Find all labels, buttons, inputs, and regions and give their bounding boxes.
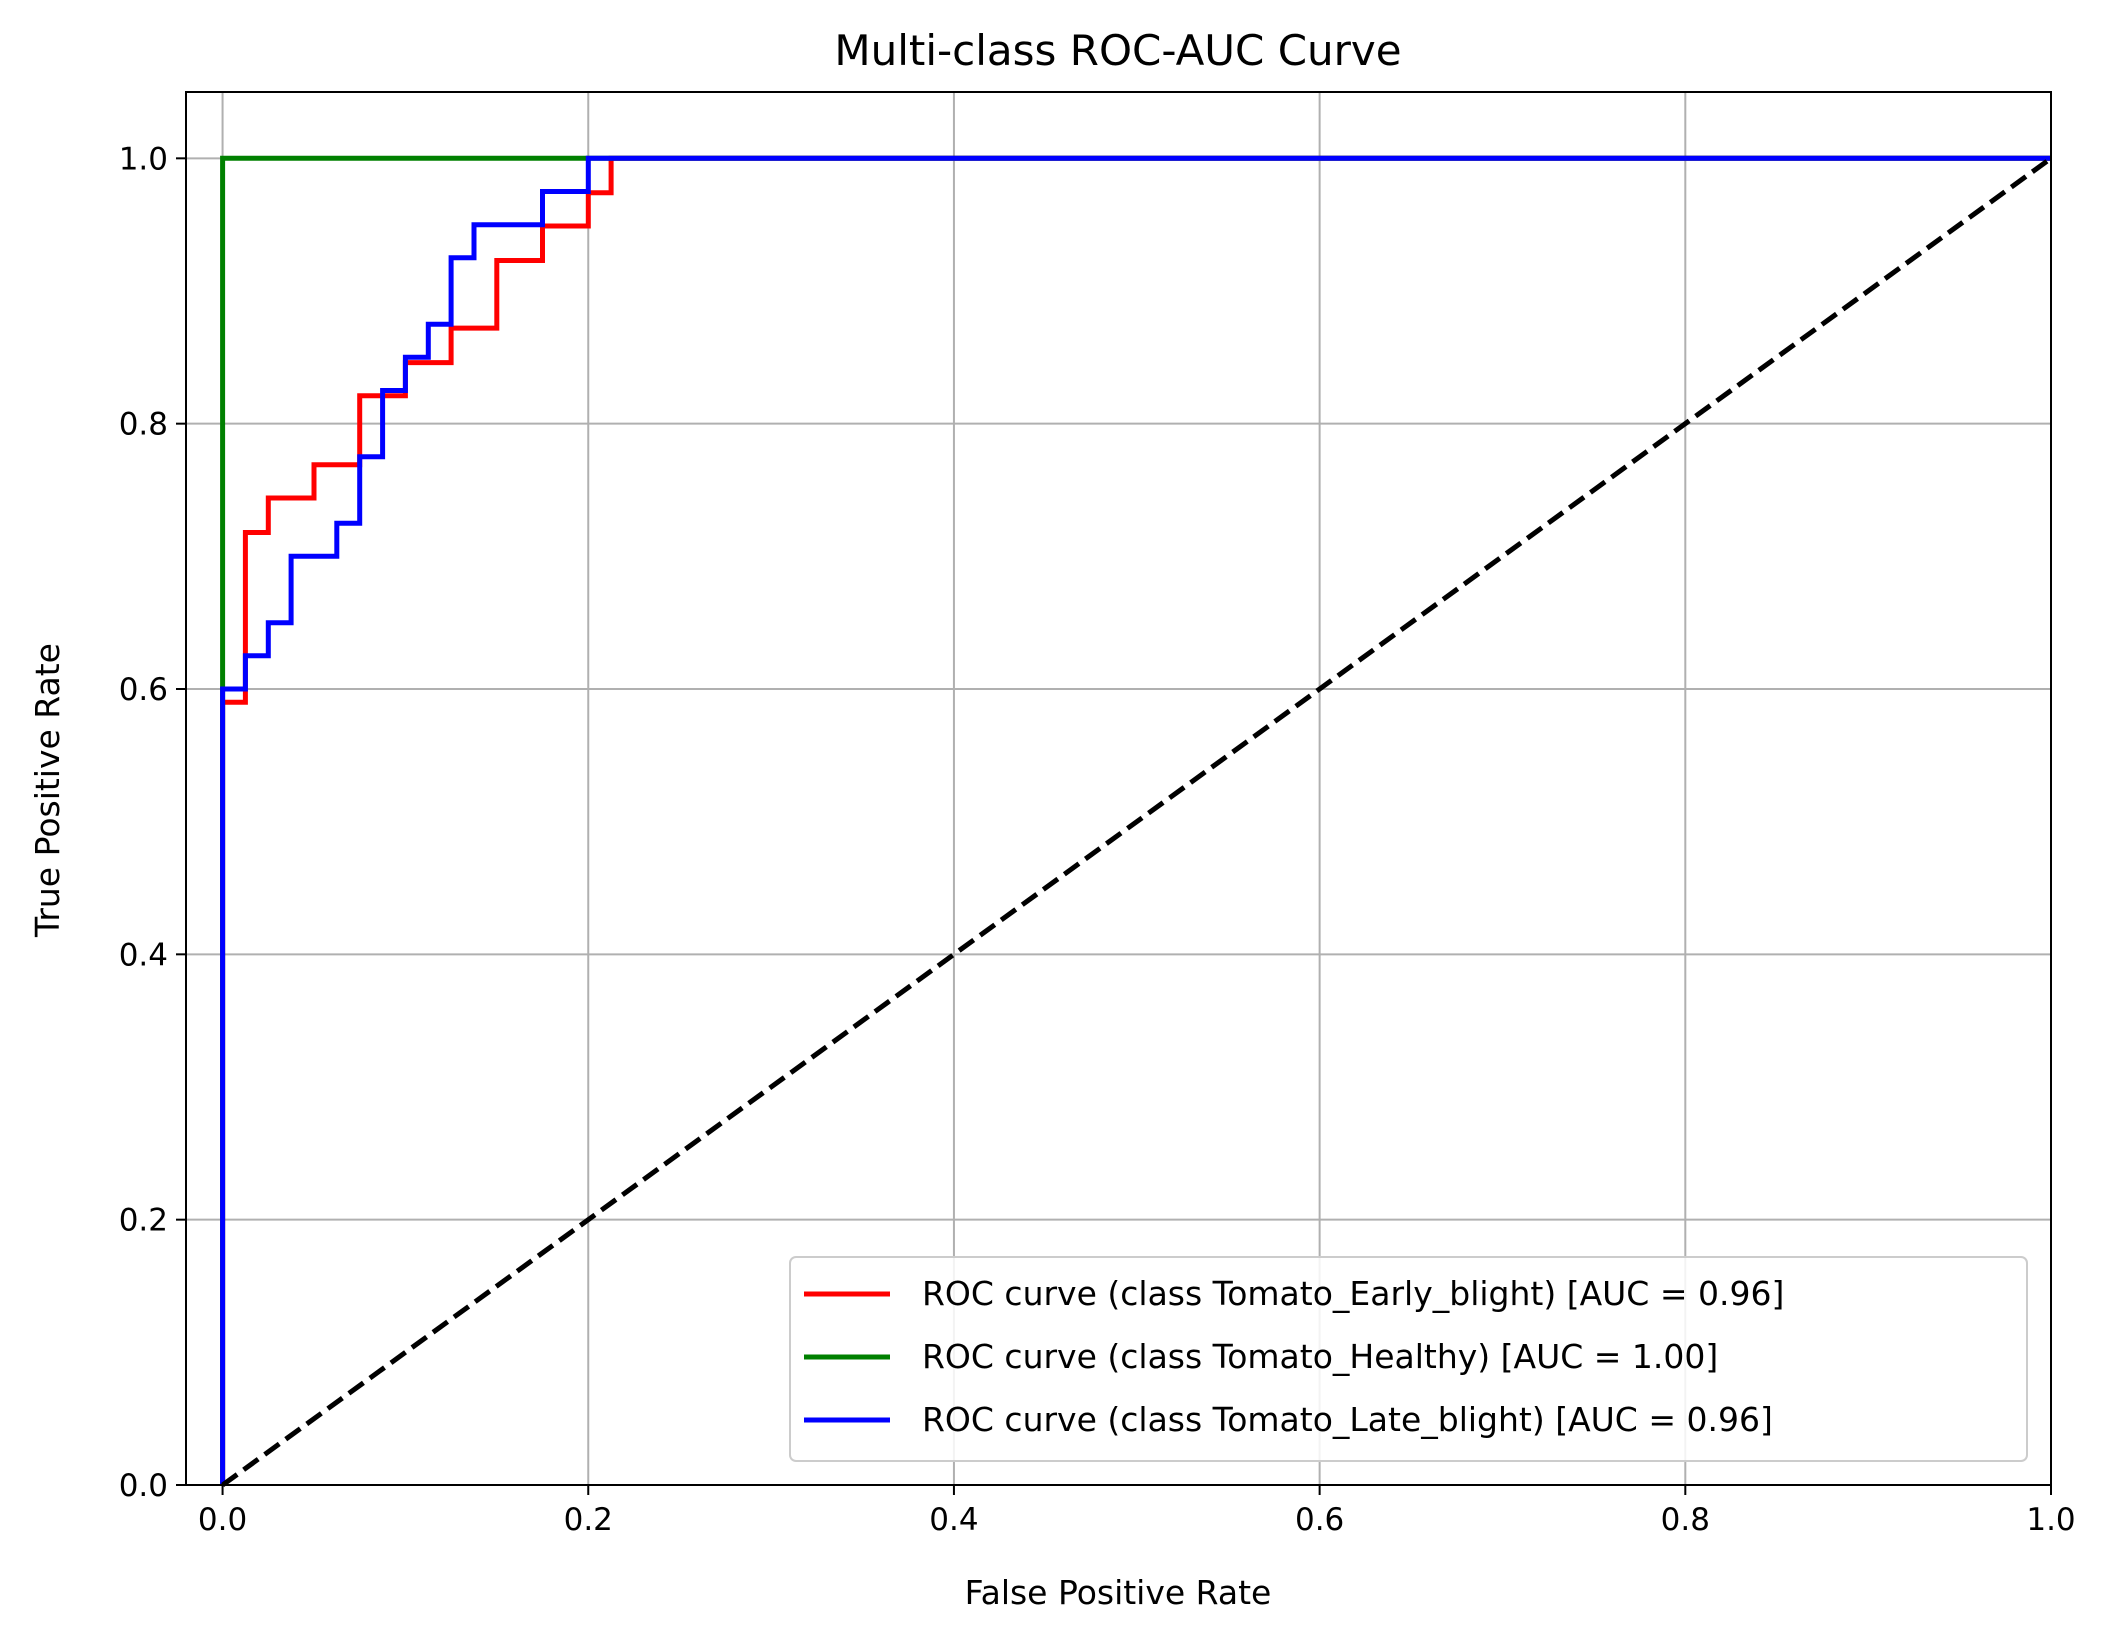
- x-tick-label: 0.8: [1661, 1502, 1710, 1538]
- x-axis-label: False Positive Rate: [965, 1573, 1272, 1612]
- y-tick-label: 0.2: [119, 1203, 168, 1239]
- y-tick-label: 0.6: [119, 672, 168, 708]
- series-line-3: [220, 155, 2051, 1485]
- legend-entry: ROC curve (class Tomato_Early_blight) [A…: [922, 1274, 1784, 1313]
- x-tick-label: 0.2: [564, 1502, 613, 1538]
- diagonal-reference-line: [221, 156, 2053, 1488]
- series-layer: [220, 155, 2053, 1488]
- legend: ROC curve (class Tomato_Early_blight) [A…: [789, 1256, 2028, 1462]
- y-tick-label: 1.0: [119, 141, 168, 177]
- x-tick-label: 0.4: [929, 1502, 978, 1538]
- legend-entry: ROC curve (class Tomato_Late_blight) [AU…: [922, 1400, 1773, 1439]
- plot-frame: [185, 91, 2052, 1486]
- legend-entry: ROC curve (class Tomato_Healthy) [AUC = …: [922, 1337, 1718, 1376]
- y-axis-label: True Positive Rate: [28, 643, 67, 938]
- y-tick-label: 0.4: [119, 937, 168, 973]
- x-tick-label: 0.6: [1295, 1502, 1344, 1538]
- y-tick-label: 0.0: [119, 1468, 168, 1504]
- x-tick-label: 1.0: [2026, 1502, 2075, 1538]
- x-tick-label: 0.0: [198, 1502, 247, 1538]
- y-tick-label: 0.8: [119, 407, 168, 443]
- ticks: 0.0 0.2 0.4 0.6 0.8 1.0 0.0 0.2 0.4 0.6 0.8 1.0: [119, 141, 2076, 1538]
- legend-box: [789, 1256, 2028, 1462]
- grid: [186, 92, 2052, 1486]
- chart-title: Multi-class ROC-AUC Curve: [834, 26, 1401, 75]
